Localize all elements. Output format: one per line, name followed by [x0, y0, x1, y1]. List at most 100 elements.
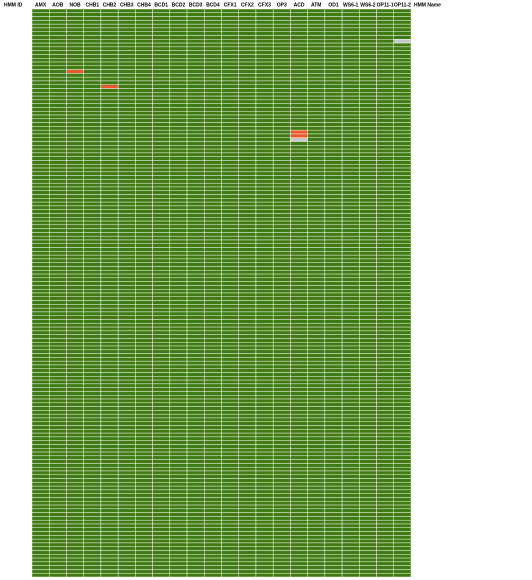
heatmap-cell [186, 345, 205, 351]
heatmap-cell [100, 217, 119, 222]
heatmap-cell [152, 254, 171, 260]
heatmap-cell [290, 20, 308, 25]
heatmap-cell [100, 12, 119, 17]
heatmap-cell [83, 501, 102, 506]
heatmap-cell [135, 387, 153, 392]
heatmap-cell [49, 387, 67, 392]
heatmap-cell [272, 54, 291, 59]
heatmap-cell [221, 315, 239, 320]
heatmap-cell [290, 342, 308, 347]
heatmap-cell [117, 535, 136, 540]
heatmap-cell [66, 80, 84, 85]
heatmap-cell [238, 148, 257, 154]
heatmap-cell [255, 292, 274, 298]
heatmap-cell [238, 542, 257, 547]
heatmap-cell [83, 148, 102, 154]
heatmap-cell [186, 190, 205, 195]
heatmap-cell [307, 46, 326, 51]
heatmap-cell [152, 126, 171, 131]
heatmap-cell [307, 137, 326, 142]
heatmap-cell [135, 251, 153, 256]
heatmap-cell [255, 538, 274, 544]
heatmap-cell [66, 372, 84, 377]
heatmap-cell [376, 65, 395, 70]
heatmap-cell [341, 84, 360, 89]
heatmap-cell [341, 391, 360, 396]
heatmap-cell [341, 92, 360, 97]
heatmap-cell [135, 364, 153, 369]
heatmap-cell [169, 360, 188, 366]
heatmap-cell [307, 391, 326, 396]
heatmap-cell [31, 190, 50, 195]
heatmap-cell [169, 406, 188, 411]
heatmap-cell [83, 247, 102, 252]
heatmap-cell [83, 46, 102, 51]
heatmap-cell [272, 527, 291, 532]
heatmap-cell [290, 353, 308, 358]
heatmap-cell [83, 436, 102, 441]
heatmap-cell [221, 281, 239, 286]
heatmap-cell [186, 35, 205, 40]
heatmap-cell [341, 281, 360, 286]
heatmap-cell [376, 262, 395, 267]
heatmap-cell [49, 466, 67, 472]
heatmap-cell [66, 485, 84, 491]
column-header: OP11-2 [394, 3, 411, 9]
heatmap-cell [359, 27, 377, 32]
heatmap-cell [359, 501, 377, 506]
heatmap-cell [117, 334, 136, 339]
heatmap-cell [49, 126, 67, 131]
heatmap-cell [117, 398, 136, 404]
heatmap-cell [307, 372, 326, 377]
heatmap-cell [238, 46, 257, 51]
heatmap-cell [307, 182, 326, 188]
heatmap-cell [341, 508, 360, 513]
heatmap-cell [307, 285, 326, 290]
heatmap-cell [341, 474, 360, 479]
heatmap-cell [100, 504, 119, 510]
heatmap-cell [135, 368, 153, 373]
heatmap-cell [376, 285, 395, 290]
heatmap-cell [324, 432, 343, 438]
heatmap-cell [100, 114, 119, 120]
heatmap-cell [31, 345, 50, 351]
heatmap-cell [359, 557, 377, 563]
heatmap-cell [393, 232, 412, 237]
heatmap-cell [393, 220, 412, 226]
heatmap-cell [376, 39, 395, 44]
heatmap-cell [49, 516, 67, 521]
heatmap-cell [255, 504, 274, 510]
heatmap-cell [324, 35, 343, 40]
heatmap-cell [272, 357, 291, 362]
heatmap-cell [376, 304, 395, 309]
heatmap-cell [255, 338, 274, 343]
heatmap-cell [83, 69, 102, 74]
heatmap-cell [100, 376, 119, 381]
heatmap-cell [324, 387, 343, 392]
heatmap-cell [152, 58, 171, 63]
heatmap-cell [324, 133, 343, 138]
heatmap-cell [204, 315, 222, 320]
heatmap-cell [307, 247, 326, 252]
heatmap-cell [31, 239, 50, 245]
heatmap-cell [290, 73, 308, 78]
heatmap-cell [66, 281, 84, 286]
heatmap-cell [393, 270, 412, 275]
heatmap-cell [31, 213, 50, 218]
heatmap-cell [100, 273, 119, 279]
heatmap-cell [117, 50, 136, 55]
heatmap-cell [117, 353, 136, 358]
heatmap-cell [152, 164, 171, 169]
heatmap-cell [307, 470, 326, 475]
heatmap-cell [49, 73, 67, 78]
heatmap-cell [376, 175, 395, 180]
heatmap-cell [393, 485, 412, 491]
heatmap-cell [83, 542, 102, 547]
heatmap-cell [135, 118, 153, 123]
heatmap-cell [324, 357, 343, 362]
heatmap-cell [31, 383, 50, 388]
heatmap-cell [135, 436, 153, 441]
heatmap-cell [272, 372, 291, 377]
heatmap-cell [152, 523, 171, 529]
heatmap-cell [221, 360, 239, 366]
